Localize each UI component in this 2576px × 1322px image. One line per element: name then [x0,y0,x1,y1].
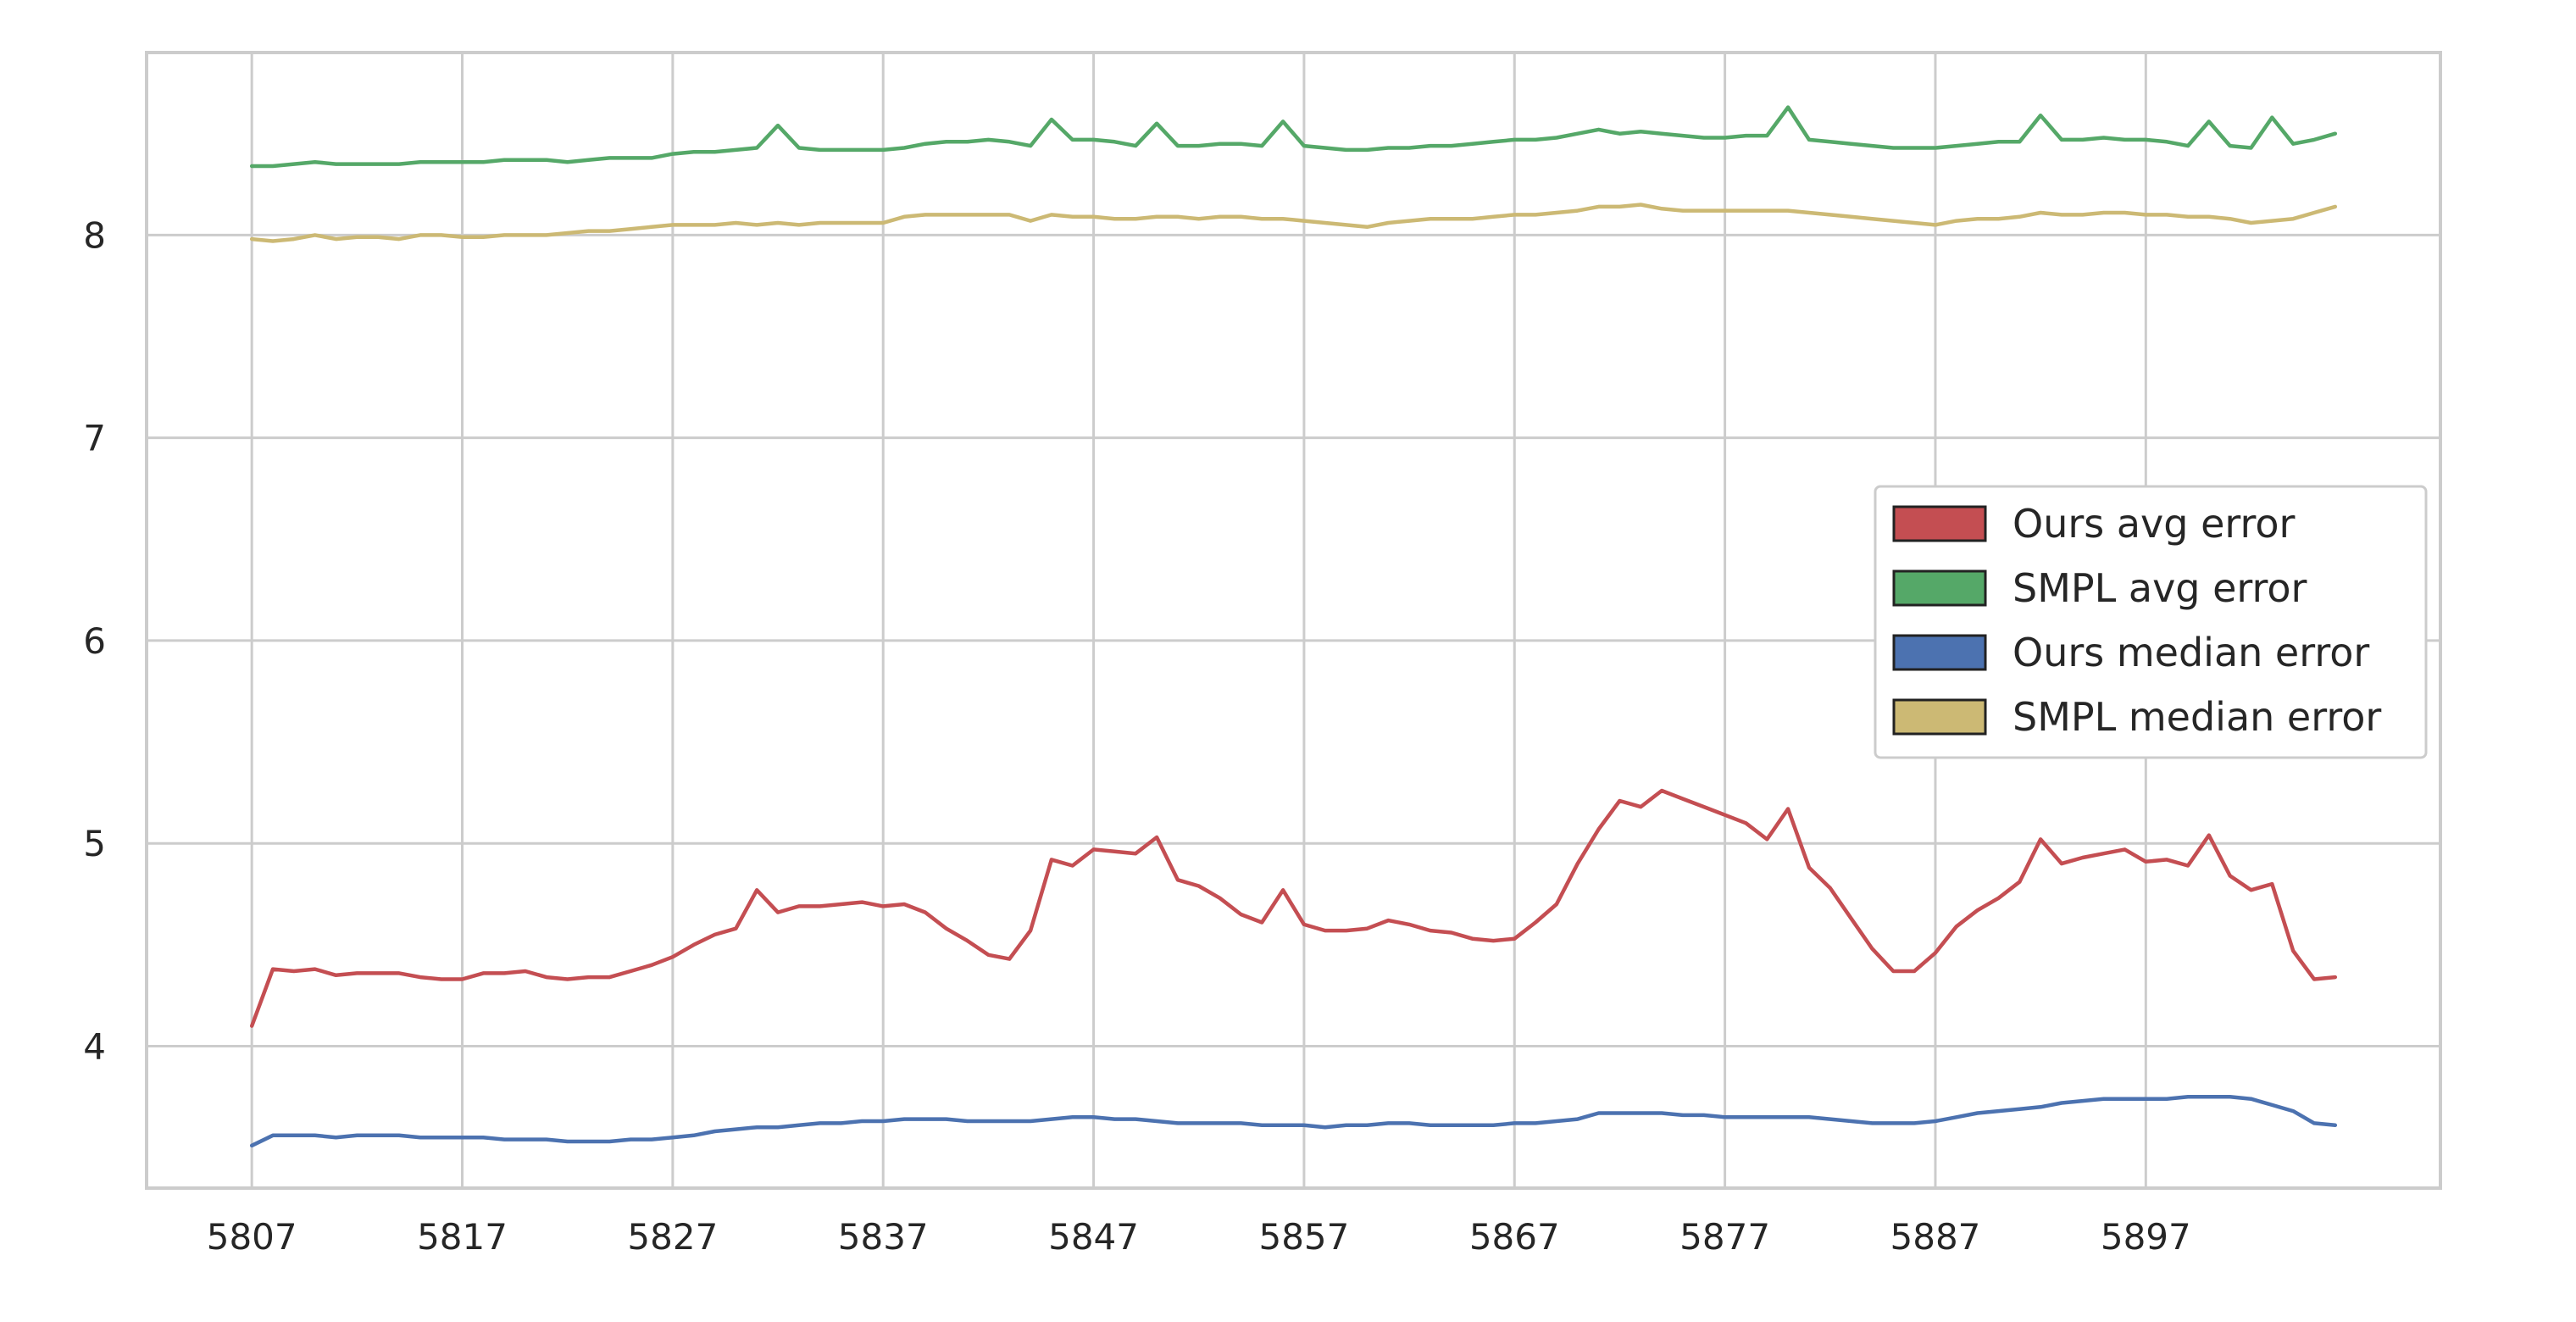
x-tick-label-5817: 5817 [417,1216,508,1258]
y-tick-label-6: 6 [83,620,106,662]
x-axis-tick-labels: 5807 5817 5827 5837 5847 5857 5867 5877 5887 5897 [207,1216,2191,1258]
y-tick-label-7: 7 [83,418,106,459]
x-tick-label-5877: 5877 [1679,1216,1770,1258]
y-axis-tick-labels: 4 5 6 7 8 [83,214,106,1067]
legend-swatch-smpl-median-error [1892,698,1987,736]
legend-swatch-ours-avg-error [1892,505,1987,542]
legend-swatch-smpl-avg-error [1892,569,1987,607]
x-tick-label-5887: 5887 [1890,1216,1981,1258]
series-line-smpl-median-error [249,203,2338,243]
legend-label-ours-avg-error: Ours avg error [2012,501,2296,547]
series-lines [249,105,2338,1148]
x-tick-label-5847: 5847 [1048,1216,1139,1258]
legend-box [1874,485,2428,759]
legend-label-smpl-avg-error: SMPL avg error [2012,565,2307,611]
y-tick-label-5: 5 [83,823,106,864]
x-tick-label-5867: 5867 [1469,1216,1560,1258]
legend: Ours avg error SMPL avg error Ours median … [1874,485,2428,759]
series-line-ours-median-error [249,1095,2338,1148]
y-tick-label-4: 4 [83,1026,106,1068]
x-tick-label-5897: 5897 [2101,1216,2191,1258]
legend-label-ours-median-error: Ours median error [2012,630,2369,675]
legend-swatch-ours-median-error [1892,634,1987,671]
x-tick-label-5837: 5837 [838,1216,929,1258]
x-tick-label-5857: 5857 [1258,1216,1349,1258]
y-tick-label-8: 8 [83,214,106,256]
series-line-smpl-avg-error [249,105,2338,169]
x-tick-label-5807: 5807 [207,1216,297,1258]
series-line-ours-avg-error [249,788,2338,1028]
x-tick-label-5827: 5827 [627,1216,718,1258]
legend-label-smpl-median-error: SMPL median error [2012,694,2381,740]
